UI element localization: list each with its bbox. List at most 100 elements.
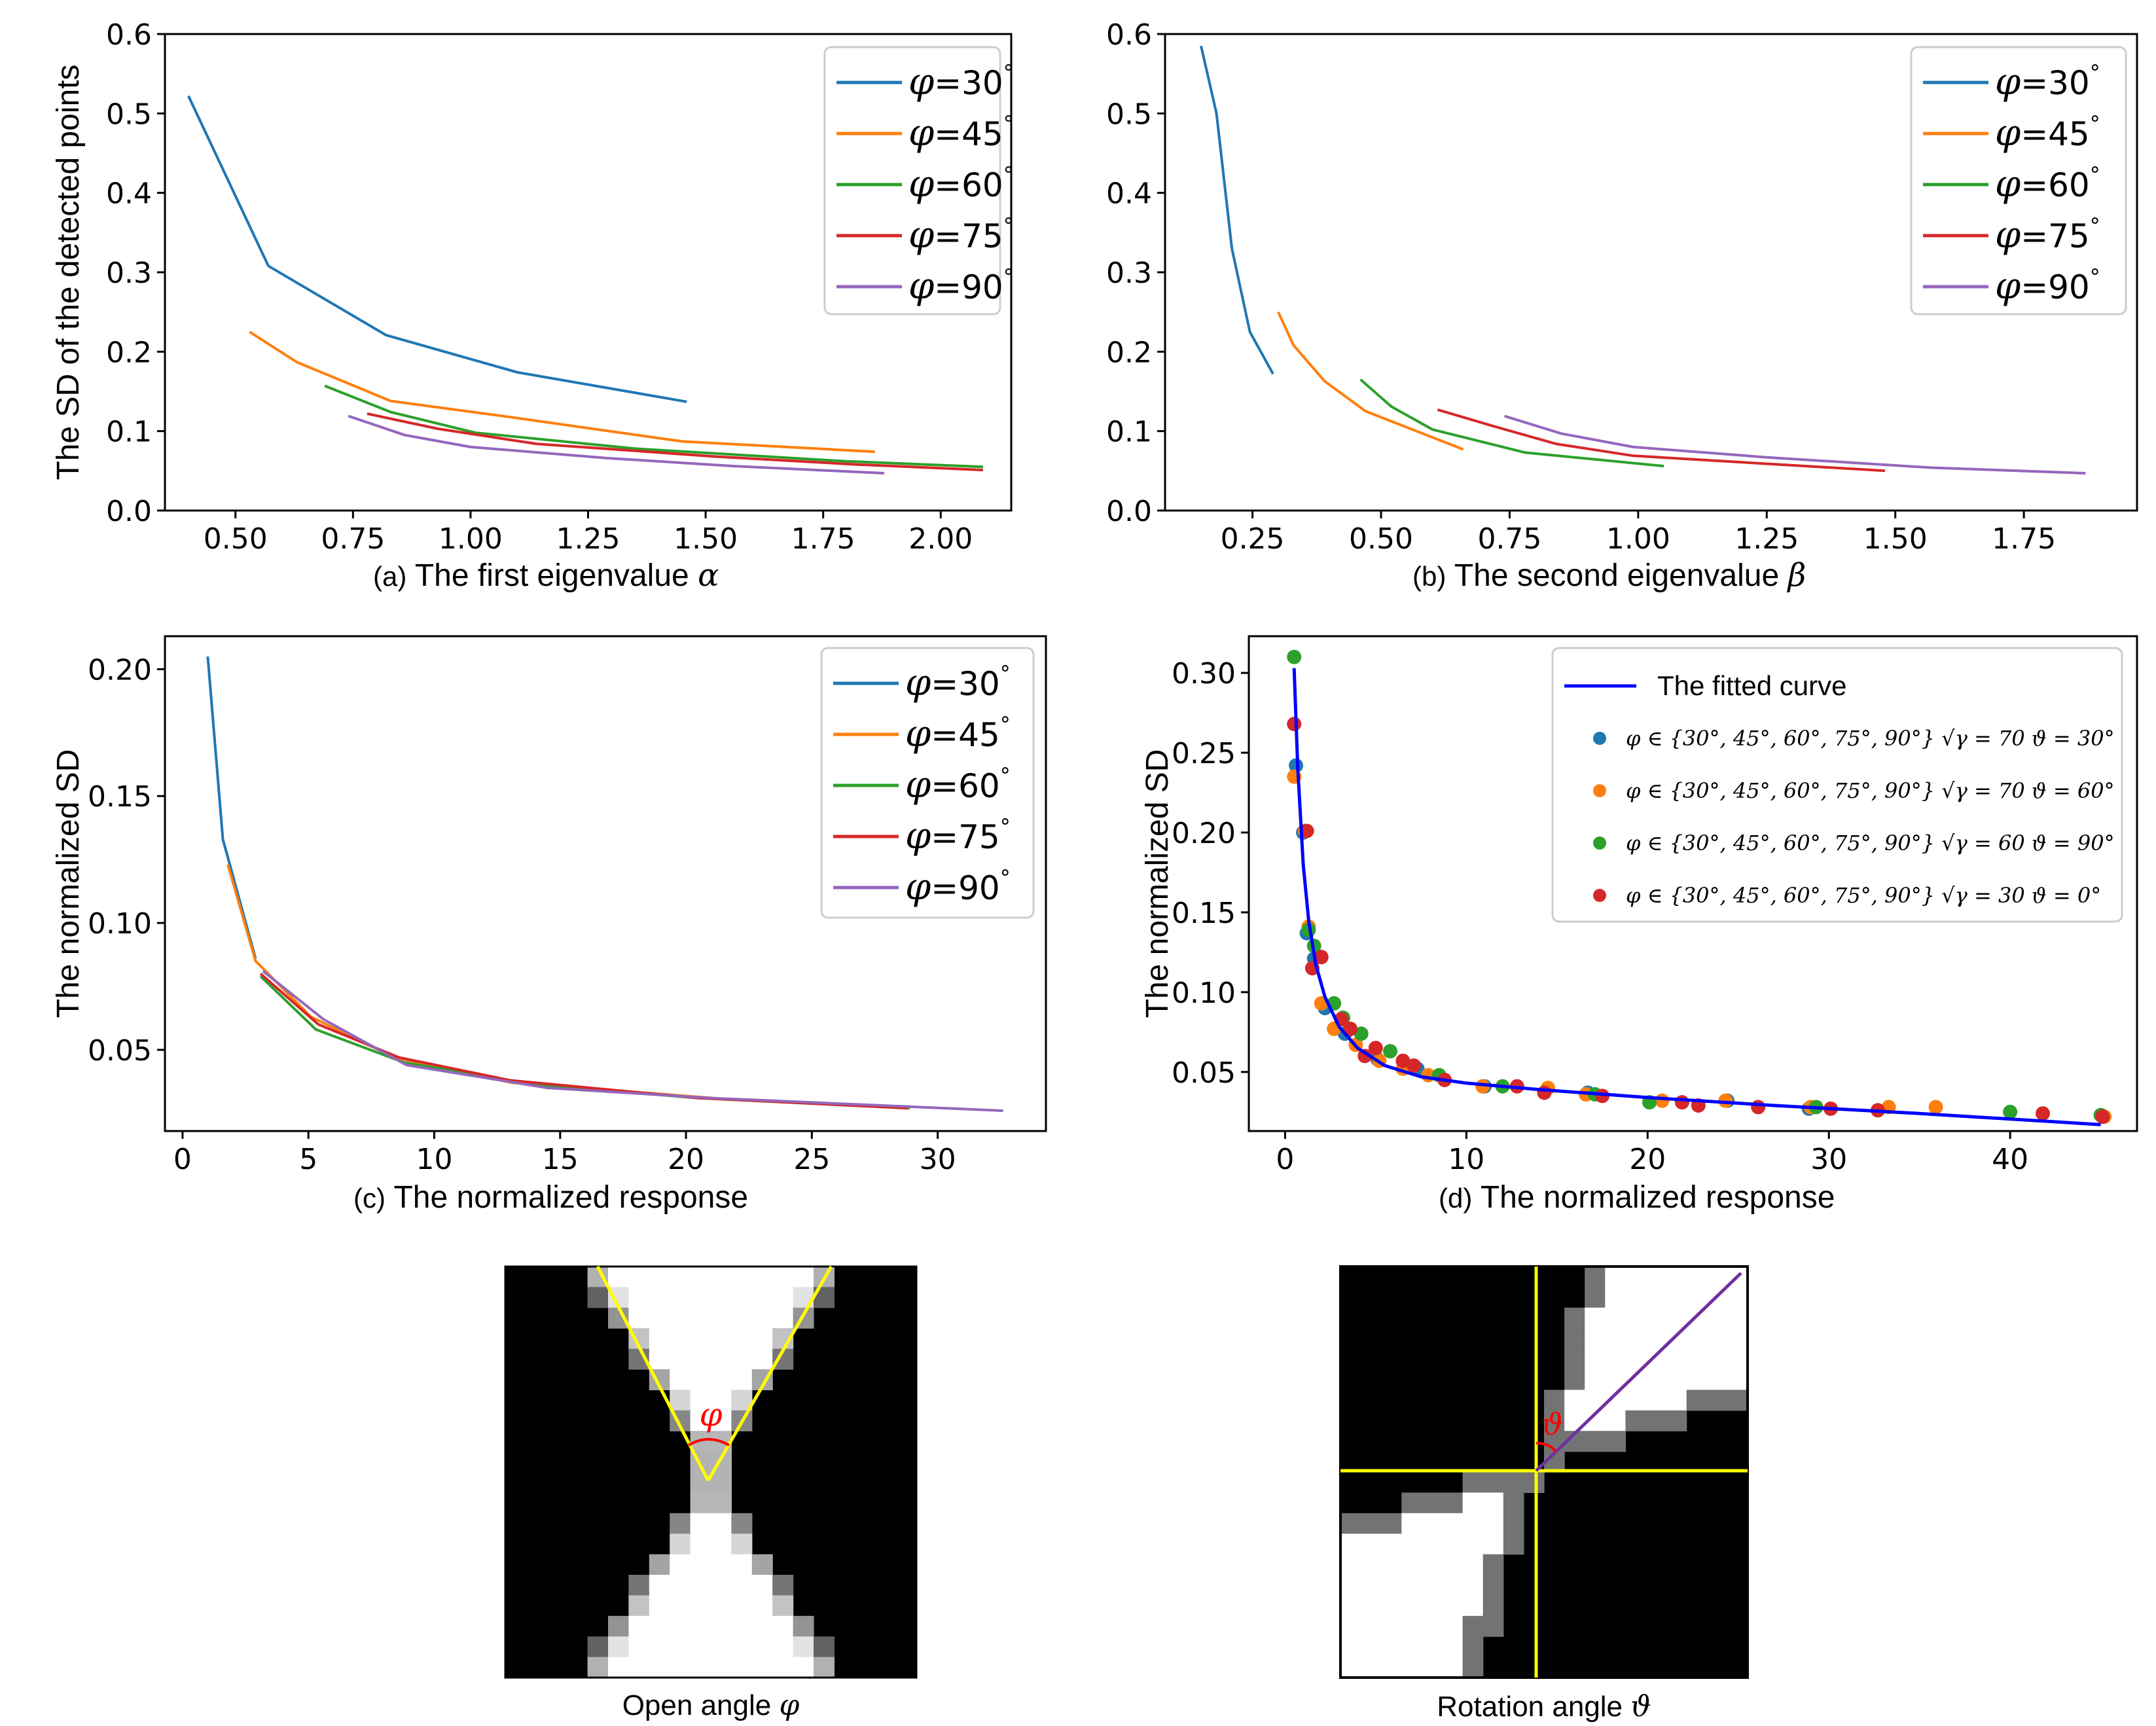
legend-marker bbox=[1593, 889, 1606, 902]
scatter-point-4 bbox=[1314, 950, 1329, 965]
x-tick-label: 0.75 bbox=[321, 522, 385, 556]
x-axis-caption: (d) The normalized response bbox=[1439, 1180, 1835, 1215]
scatter-point-1 bbox=[1289, 758, 1304, 773]
legend: φ=30° φ=45° φ=60° φ=75° φ=90° bbox=[1910, 46, 2127, 315]
y-axis-label: The normalized SD bbox=[1140, 749, 1175, 1018]
series-line-4 bbox=[1437, 408, 1886, 473]
x-tick-label: 20 bbox=[1629, 1143, 1666, 1176]
y-tick-label: 0.6 bbox=[1106, 18, 1152, 52]
y-axis-label: The SD of the detected points bbox=[51, 64, 86, 480]
x-tick-label: 5 bbox=[299, 1143, 317, 1176]
legend-label: φ=90° bbox=[905, 865, 1011, 908]
y-tick-label: 0.2 bbox=[1106, 336, 1152, 369]
series-line-5 bbox=[348, 414, 885, 475]
chart-b: 0.25 0.50 0.75 1.00 1.25 1.50 1.75 0.0 0.1 0.2 0.3… bbox=[1106, 18, 2138, 594]
legend-label: φ ∈ {30°, 45°, 60°, 75°, 90°} √γ = 70 ϑ … bbox=[1626, 778, 2115, 803]
series-line-1 bbox=[1200, 45, 1274, 375]
x-tick-label: 2.00 bbox=[908, 522, 973, 556]
x-axis-caption: (c) The normalized response bbox=[353, 1180, 748, 1215]
legend-marker bbox=[1593, 784, 1606, 797]
x-tick-label: 25 bbox=[793, 1143, 830, 1176]
rotation-direction-line bbox=[1535, 1272, 1742, 1472]
legend-label-fit: The fitted curve bbox=[1657, 670, 1846, 701]
y-tick-label: 0.25 bbox=[1172, 737, 1236, 770]
x-tick-label: 10 bbox=[1448, 1143, 1484, 1176]
open-angle-image: φ Open angle φ bbox=[504, 1265, 918, 1722]
scatter-point-4 bbox=[1368, 1041, 1383, 1056]
legend-label: φ=60° bbox=[905, 763, 1011, 806]
scatter-point-4 bbox=[1407, 1058, 1422, 1073]
y-tick-label: 0.05 bbox=[88, 1034, 152, 1068]
series-line-2 bbox=[249, 331, 875, 454]
y-tick-label: 0.1 bbox=[106, 416, 152, 449]
legend: φ=30° φ=45° φ=60° φ=75° φ=90° bbox=[823, 46, 1014, 315]
legend-label: φ=45° bbox=[1995, 111, 2100, 154]
scatter-point-2 bbox=[1718, 1093, 1733, 1108]
caption-prefix: (c) bbox=[353, 1183, 386, 1214]
y-tick-label: 0.05 bbox=[1172, 1056, 1236, 1090]
x-tick-label: 1.00 bbox=[439, 522, 503, 556]
x-tick-label: 30 bbox=[1810, 1143, 1847, 1176]
x-tick-label: 10 bbox=[416, 1143, 452, 1176]
x-tick-label: 1.50 bbox=[674, 522, 738, 556]
scatter-point-4 bbox=[2095, 1109, 2110, 1124]
y-tick-label: 0.5 bbox=[106, 98, 152, 131]
legend-label: φ=75° bbox=[1995, 213, 2100, 257]
y-axis-label: The normalized SD bbox=[51, 749, 86, 1018]
caption-symbol: α bbox=[698, 557, 719, 594]
legend-label: φ ∈ {30°, 45°, 60°, 75°, 90°} √γ = 30 ϑ … bbox=[1626, 883, 2101, 908]
series-line-3 bbox=[1359, 378, 1664, 468]
scatter-point-4 bbox=[1674, 1095, 1689, 1110]
series-line-5 bbox=[1504, 414, 2086, 475]
legend-label: φ=75° bbox=[908, 213, 1014, 257]
caption-text: The normalized response bbox=[1481, 1180, 1835, 1215]
chart-a: 0.50 0.75 1.00 1.25 1.50 1.75 2.00 0.0 0.1 0.2 0.3… bbox=[51, 18, 1014, 594]
fitted-curve bbox=[1292, 668, 2101, 1126]
open-angle-caption: Open angle φ bbox=[622, 1689, 800, 1722]
caption-symbol: β bbox=[1787, 557, 1806, 594]
legend-label: φ=45° bbox=[908, 111, 1014, 154]
y-tick-label: 0.20 bbox=[1172, 817, 1236, 850]
caption-text: The second eigenvalue bbox=[1454, 558, 1779, 593]
scatter-point-2 bbox=[1655, 1093, 1670, 1108]
x-tick-label: 1.75 bbox=[791, 522, 855, 556]
legend-label: φ=30° bbox=[1995, 60, 2100, 103]
series-line-5 bbox=[262, 970, 1003, 1112]
legend-label: φ=90° bbox=[1995, 264, 2100, 308]
y-tick-label: 0.4 bbox=[1106, 177, 1152, 211]
x-tick-label: 30 bbox=[920, 1143, 956, 1176]
x-tick-label: 0 bbox=[1276, 1143, 1294, 1176]
y-tick-label: 0.15 bbox=[88, 780, 152, 814]
x-tick-label: 0 bbox=[173, 1143, 192, 1176]
series-line-3 bbox=[324, 384, 983, 469]
y-tick-label: 0.10 bbox=[1172, 977, 1236, 1010]
x-tick-label: 1.75 bbox=[1992, 522, 2056, 556]
series-line-1 bbox=[187, 95, 687, 403]
scatter-point-3 bbox=[1287, 649, 1302, 664]
caption-prefix: (a) bbox=[373, 561, 406, 592]
legend-label: φ=45° bbox=[905, 712, 1011, 755]
y-tick-label: 0.10 bbox=[88, 907, 152, 941]
scatter-point-4 bbox=[1537, 1085, 1552, 1100]
scatter-point-4 bbox=[1287, 717, 1302, 732]
legend-label: φ=30° bbox=[905, 661, 1011, 704]
rotation-angle-image: ϑ Rotation angle ϑ bbox=[1339, 1265, 1749, 1723]
x-tick-label: 15 bbox=[542, 1143, 579, 1176]
scatter-point-4 bbox=[1299, 823, 1314, 838]
x-tick-label: 1.25 bbox=[1734, 522, 1799, 556]
y-tick-label: 0.3 bbox=[106, 257, 152, 290]
x-axis-caption: (b) The second eigenvalue β bbox=[1412, 557, 1806, 594]
scatter-point-3 bbox=[1383, 1044, 1398, 1059]
y-tick-label: 0.15 bbox=[1172, 897, 1236, 930]
legend-label: φ=90° bbox=[908, 264, 1014, 308]
scatter-point-3 bbox=[2003, 1104, 2018, 1119]
legend-label: φ=30° bbox=[908, 60, 1014, 103]
x-tick-label: 0.75 bbox=[1477, 522, 1541, 556]
y-tick-label: 0.5 bbox=[1106, 98, 1152, 131]
y-tick-label: 0.0 bbox=[1106, 495, 1152, 528]
y-tick-label: 0.0 bbox=[106, 495, 152, 528]
scatter-point-4 bbox=[1343, 1021, 1358, 1036]
x-tick-label: 0.25 bbox=[1221, 522, 1285, 556]
x-tick-label: 1.25 bbox=[556, 522, 620, 556]
